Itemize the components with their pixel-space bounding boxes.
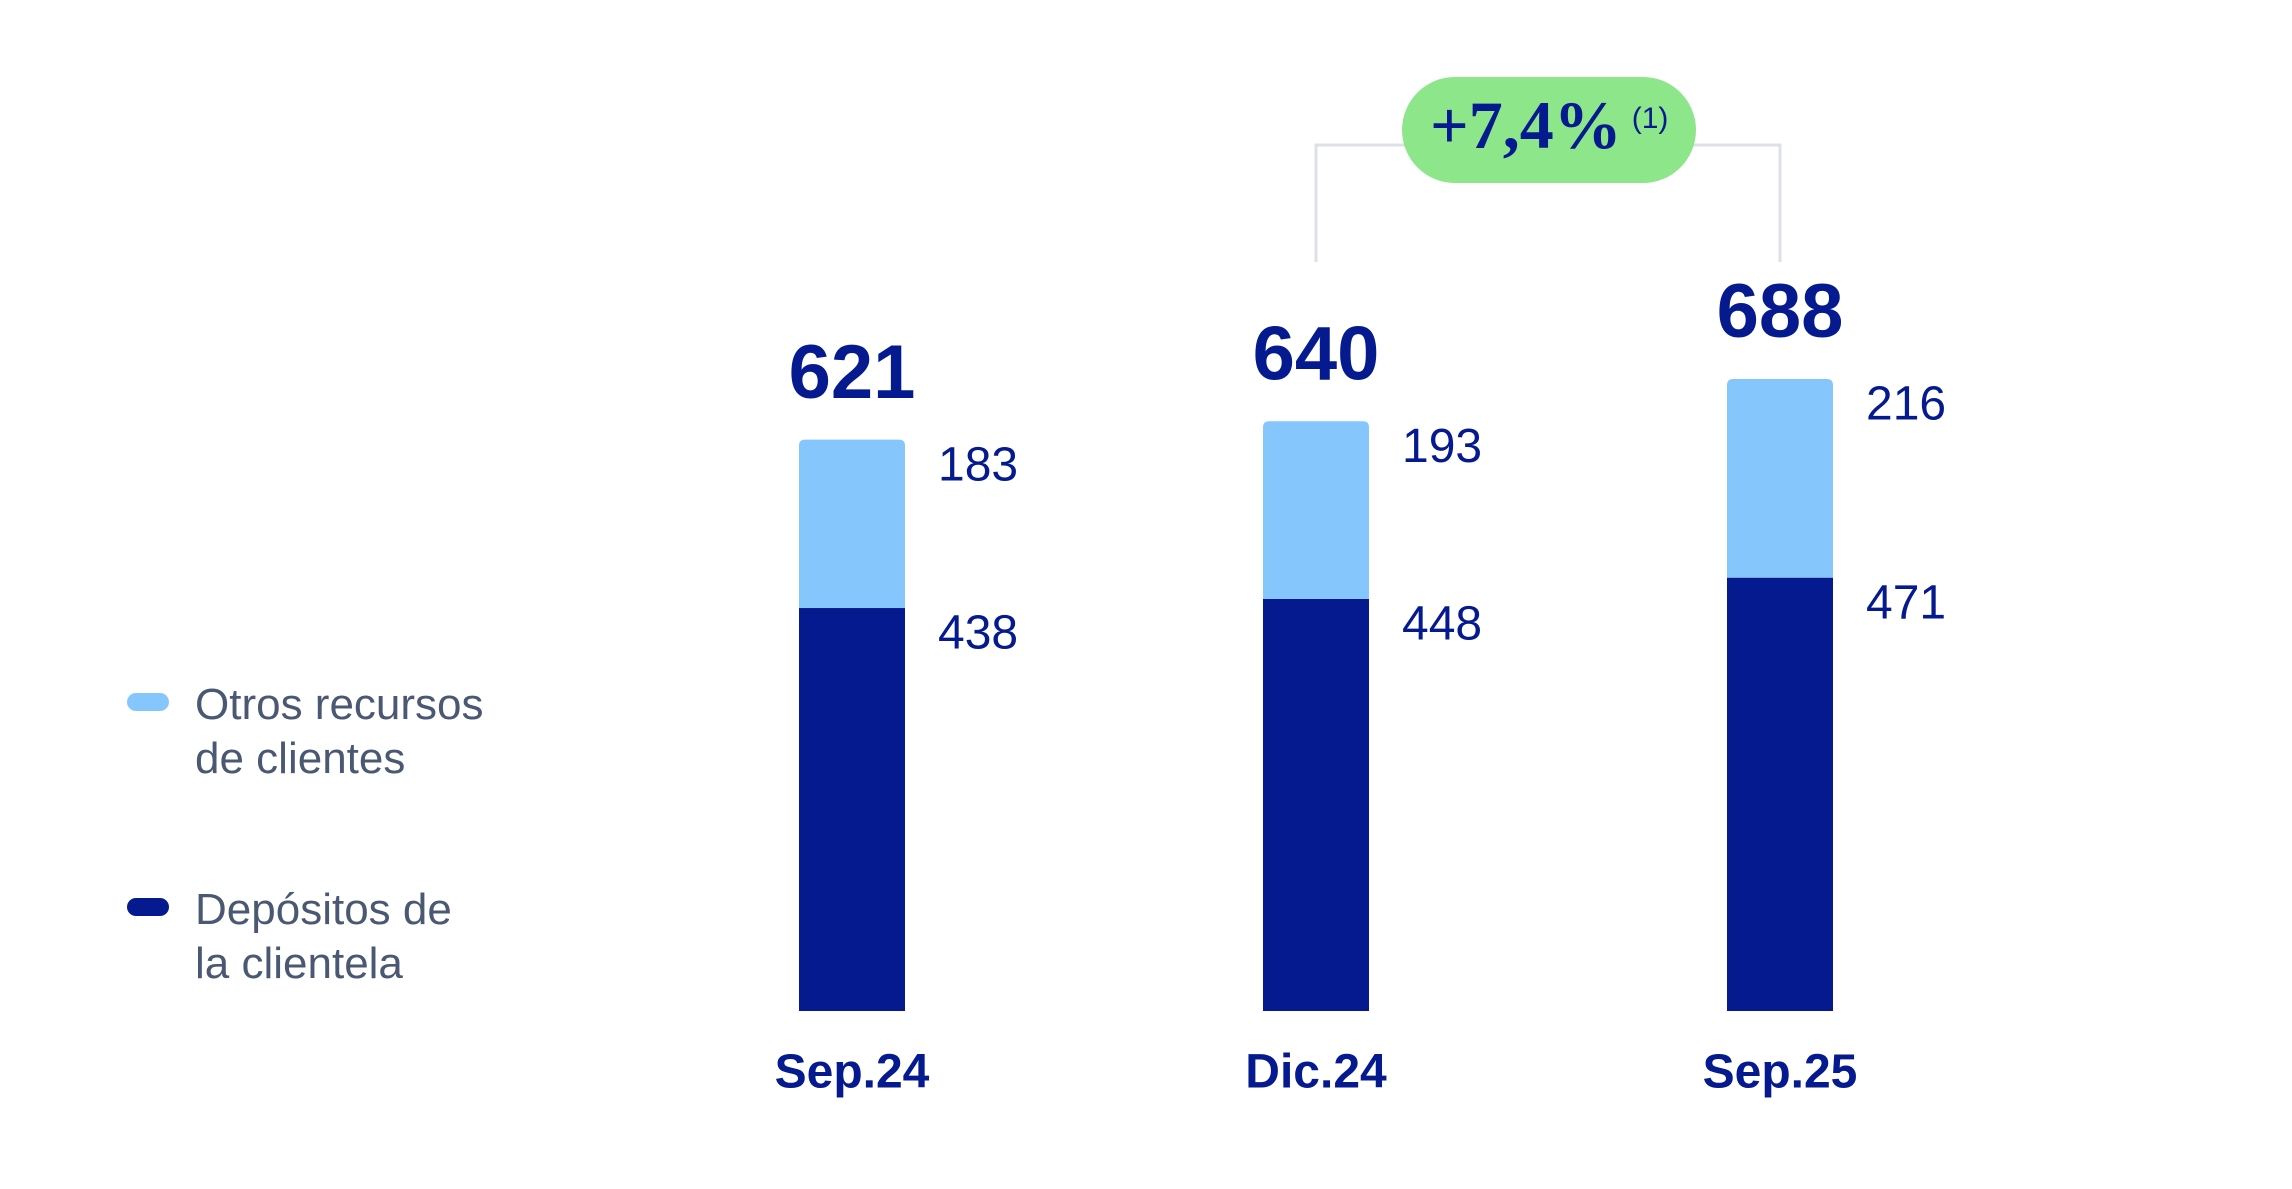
bar-segment — [1263, 421, 1369, 599]
annotation-value: +7,4% — [1430, 87, 1622, 163]
value-label: 438 — [938, 607, 1018, 660]
annotation-pill — [1402, 77, 1696, 183]
legend-swatch — [127, 898, 169, 916]
value-label: 193 — [1402, 420, 1482, 473]
bar-segment — [1727, 577, 1833, 1011]
legend-item: Depósitos de la clientela — [127, 883, 495, 991]
legend-item: Otros recursos de clientes — [127, 678, 495, 786]
value-label: 216 — [1866, 378, 1946, 431]
legend-label: Depósitos de la clientela — [195, 885, 452, 988]
bar-segment — [1263, 598, 1369, 1011]
bar-segment — [799, 439, 905, 609]
x-tick-label: Sep.25 — [1703, 1046, 1858, 1099]
value-label: 471 — [1866, 576, 1946, 629]
value-label: 448 — [1402, 598, 1482, 651]
legend-label: Otros recursos de clientes — [195, 680, 484, 783]
value-label: 183 — [938, 438, 1018, 491]
bar-segment — [1727, 378, 1833, 578]
x-tick-label: Dic.24 — [1245, 1046, 1387, 1099]
bar-segment — [799, 608, 905, 1011]
annotation-note: (1) — [1632, 102, 1669, 135]
annotation: +7,4% (1) — [1430, 87, 1668, 163]
x-tick-label: Sep.24 — [775, 1046, 930, 1099]
total-label: 688 — [1717, 269, 1844, 354]
total-label: 640 — [1253, 311, 1380, 396]
legend-swatch — [127, 693, 169, 711]
total-label: 621 — [789, 330, 916, 415]
